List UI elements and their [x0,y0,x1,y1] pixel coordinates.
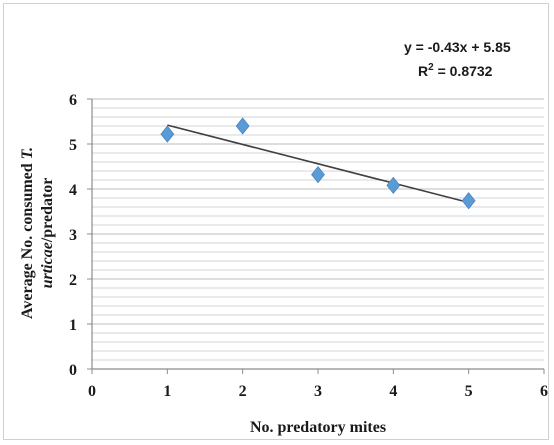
x-tick-labels: 0 1 2 3 4 5 6 [88,369,548,400]
x-tick-label: 1 [163,383,171,400]
y-tick-label: 4 [69,182,77,199]
r2-prefix: R [418,63,428,79]
y-axis-title-line1: Average No. consumed T. [19,147,36,319]
data-point [386,176,401,195]
y-axis-title-line2: urticae/predator [39,178,56,289]
ylabel-part-d: urticae [39,242,56,288]
data-point [235,117,250,135]
x-tick-label: 4 [389,383,397,400]
y-tick-label: 3 [69,227,77,244]
ylabel-part-b: T. [19,147,36,159]
trendline-group [167,124,469,204]
y-tick-label: 2 [69,272,77,289]
trendline-equation: y = -0.43x + 5.85 [404,39,511,55]
x-tick-label: 2 [239,383,247,400]
x-tick-label: 6 [540,383,548,400]
x-tick-label: 0 [88,383,96,400]
ylabel-part-e: /predator [39,178,56,244]
data-point [311,165,325,184]
y-tick-label: 6 [69,92,77,109]
y-tick-label: 1 [69,317,77,334]
x-tick-label: 5 [465,383,473,400]
y-tick-labels: 0 1 2 3 4 5 6 [69,92,92,379]
r2-value: = 0.8732 [434,63,493,79]
trendline-r2: R2 = 0.8732 [418,62,493,79]
y-tick-label: 0 [69,362,77,379]
x-tick-label: 3 [314,383,322,400]
chart-frame [3,3,549,440]
ylabel-part-a: Average No. consumed [19,159,36,319]
y-axis-title-group: Average No. consumed T. urticae/predator [19,147,56,319]
y-tick-label: 5 [69,137,77,154]
data-points [160,117,476,210]
trendline [167,124,469,204]
r2-superscript: 2 [428,62,434,73]
grid-lines [92,98,544,361]
data-point [160,125,175,143]
data-point [461,192,476,210]
x-axis-title: No. predatory mites [250,419,386,436]
